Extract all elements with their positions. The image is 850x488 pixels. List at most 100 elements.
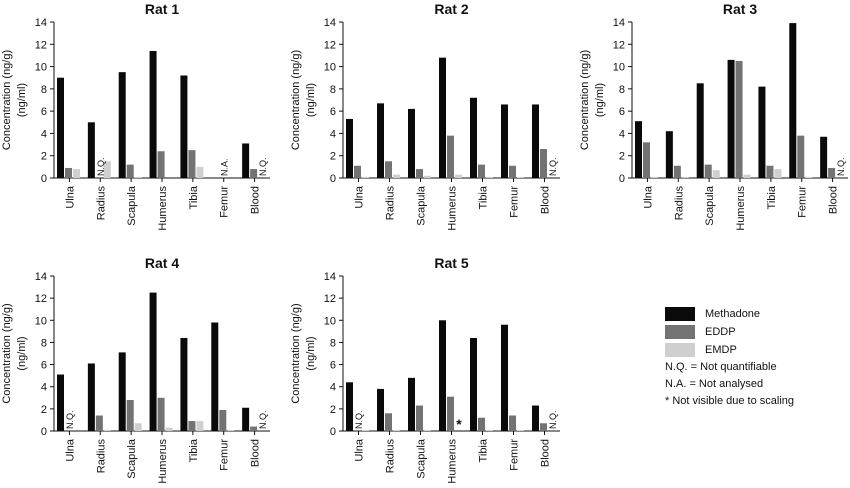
bar-rat1-methadone <box>87 122 95 178</box>
legend-swatch-emdp <box>665 343 695 357</box>
y-tick-label-rat5: 0 <box>330 426 336 438</box>
bar-rat5-methadone <box>501 324 508 431</box>
legend-item-methadone: Methadone <box>665 305 845 323</box>
annotation-rat1: N.A. <box>219 158 229 176</box>
bar-rat1-eddp <box>188 150 196 178</box>
legend-label-emdp: EMDP <box>705 344 737 356</box>
legend-swatch-eddp <box>665 325 695 339</box>
x-tick-label-rat3: Scapula <box>704 185 716 226</box>
y-tick-label-rat4: 12 <box>35 293 47 305</box>
bar-rat5-emdp <box>486 429 493 431</box>
x-tick-label-rat3: Radius <box>673 186 685 221</box>
bar-rat4-emdp <box>196 421 204 431</box>
bar-rat2-emdp <box>455 174 462 178</box>
bar-rat5-emdp <box>362 429 369 431</box>
y-axis-label-rat4: Concentration (ng/g) <box>1 303 13 403</box>
bar-rat2-eddp <box>416 169 423 178</box>
y-axis-label-rat2: (ng/ml) <box>305 83 317 117</box>
legend: Methadone EDDP EMDP N.Q. = Not quantifia… <box>665 305 845 410</box>
bar-rat4-methadone <box>118 352 126 431</box>
bar-rat2-emdp <box>393 174 400 178</box>
y-tick-label-rat5: 4 <box>330 382 336 394</box>
annotation-rat1: N.Q. <box>96 157 106 176</box>
x-tick-label-rat4: Blood <box>250 439 262 467</box>
x-tick-label-rat2: Tibia <box>478 185 490 209</box>
y-tick-label-rat1: 8 <box>41 84 47 96</box>
x-tick-label-rat1: Scapula <box>126 185 138 226</box>
bar-rat1-emdp <box>134 176 142 178</box>
x-tick-label-rat5: Ulna <box>354 438 366 462</box>
bar-rat2-emdp <box>424 175 431 178</box>
bar-rat4-eddp <box>126 400 134 431</box>
bar-rat3-methadone <box>665 131 673 178</box>
chart-title-rat2: Rat 2 <box>434 1 468 17</box>
bar-rat3-eddp <box>673 165 681 178</box>
x-tick-label-rat1: Ulna <box>64 185 76 209</box>
y-tick-label-rat4: 4 <box>41 382 47 394</box>
y-tick-label-rat1: 12 <box>35 39 47 51</box>
y-axis-label-rat3: (ng/ml) <box>594 83 606 117</box>
y-tick-label-rat1: 14 <box>35 17 47 29</box>
bar-rat4-emdp <box>103 429 111 431</box>
y-tick-label-rat3: 0 <box>619 173 625 185</box>
y-tick-label-rat1: 10 <box>35 62 47 74</box>
y-tick-label-rat3: 10 <box>613 62 625 74</box>
bar-rat3-methadone <box>789 23 797 178</box>
legend-item-eddp: EDDP <box>665 323 845 341</box>
bar-rat2-methadone <box>408 108 415 178</box>
bar-rat2-methadone <box>377 103 384 178</box>
bar-rat4-eddp <box>95 415 103 431</box>
x-tick-label-rat3: Humerus <box>735 186 747 231</box>
y-tick-label-rat5: 8 <box>330 337 336 349</box>
bar-rat2-eddp <box>509 165 516 178</box>
x-tick-label-rat5: Radius <box>385 439 397 474</box>
x-tick-label-rat4: Femur <box>219 439 231 471</box>
bar-rat3-emdp <box>712 170 720 178</box>
bar-rat3-eddp <box>766 165 774 178</box>
bar-rat5-eddp <box>540 423 547 431</box>
y-axis-label-rat3: Concentration (ng/g) <box>579 50 591 150</box>
y-tick-label-rat5: 12 <box>324 293 336 305</box>
y-tick-label-rat3: 12 <box>613 39 625 51</box>
y-tick-label-rat2: 8 <box>330 84 336 96</box>
x-tick-label-rat5: Femur <box>509 439 521 471</box>
x-tick-label-rat4: Tibia <box>188 438 200 462</box>
bar-rat3-methadone <box>727 59 735 179</box>
x-tick-label-rat2: Blood <box>540 186 552 214</box>
bar-rat3-eddp <box>735 61 743 178</box>
y-axis-label-rat2: Concentration (ng/g) <box>290 50 302 150</box>
bar-rat1-methadone <box>118 72 126 178</box>
legend-note-asterisk: * Not visible due to scaling <box>665 395 795 407</box>
bar-rat4-methadone <box>211 322 219 431</box>
legend-item-emdp: EMDP <box>665 341 845 359</box>
bar-rat5-emdp <box>517 429 524 431</box>
bar-rat5-methadone <box>470 338 477 431</box>
bar-rat5-methadone <box>532 405 539 431</box>
bar-rat5-emdp <box>393 429 400 431</box>
y-axis-label-rat1: Concentration (ng/g) <box>1 50 13 150</box>
bar-rat2-eddp <box>385 161 392 178</box>
bar-rat4-methadone <box>180 338 188 431</box>
x-tick-label-rat2: Scapula <box>416 185 428 226</box>
y-tick-label-rat4: 10 <box>35 315 47 327</box>
annotation-rat1: N.Q. <box>258 157 268 176</box>
bar-rat2-eddp <box>354 165 361 178</box>
annotation-rat2: N.Q. <box>548 157 558 176</box>
bar-rat5-eddp <box>447 396 454 431</box>
bar-rat1-methadone <box>57 77 64 178</box>
bar-rat3-methadone <box>696 83 704 178</box>
bar-rat4-methadone <box>57 374 64 431</box>
y-tick-label-rat3: 14 <box>613 17 625 29</box>
legend-note-nq: N.Q. = Not quantifiable <box>665 361 777 373</box>
legend-label-eddp: EDDP <box>705 326 736 338</box>
chart-title-rat3: Rat 3 <box>723 1 757 17</box>
bar-rat1-methadone <box>242 143 250 178</box>
legend-swatch-methadone <box>665 307 695 321</box>
bar-rat3-eddp <box>828 167 836 178</box>
bar-rat5-methadone <box>408 377 415 431</box>
bar-rat4-methadone <box>87 363 95 431</box>
bar-rat1-emdp <box>73 169 80 178</box>
x-tick-label-rat1: Blood <box>250 186 262 214</box>
bar-rat3-emdp <box>805 176 813 178</box>
x-tick-label-rat4: Humerus <box>157 439 169 484</box>
